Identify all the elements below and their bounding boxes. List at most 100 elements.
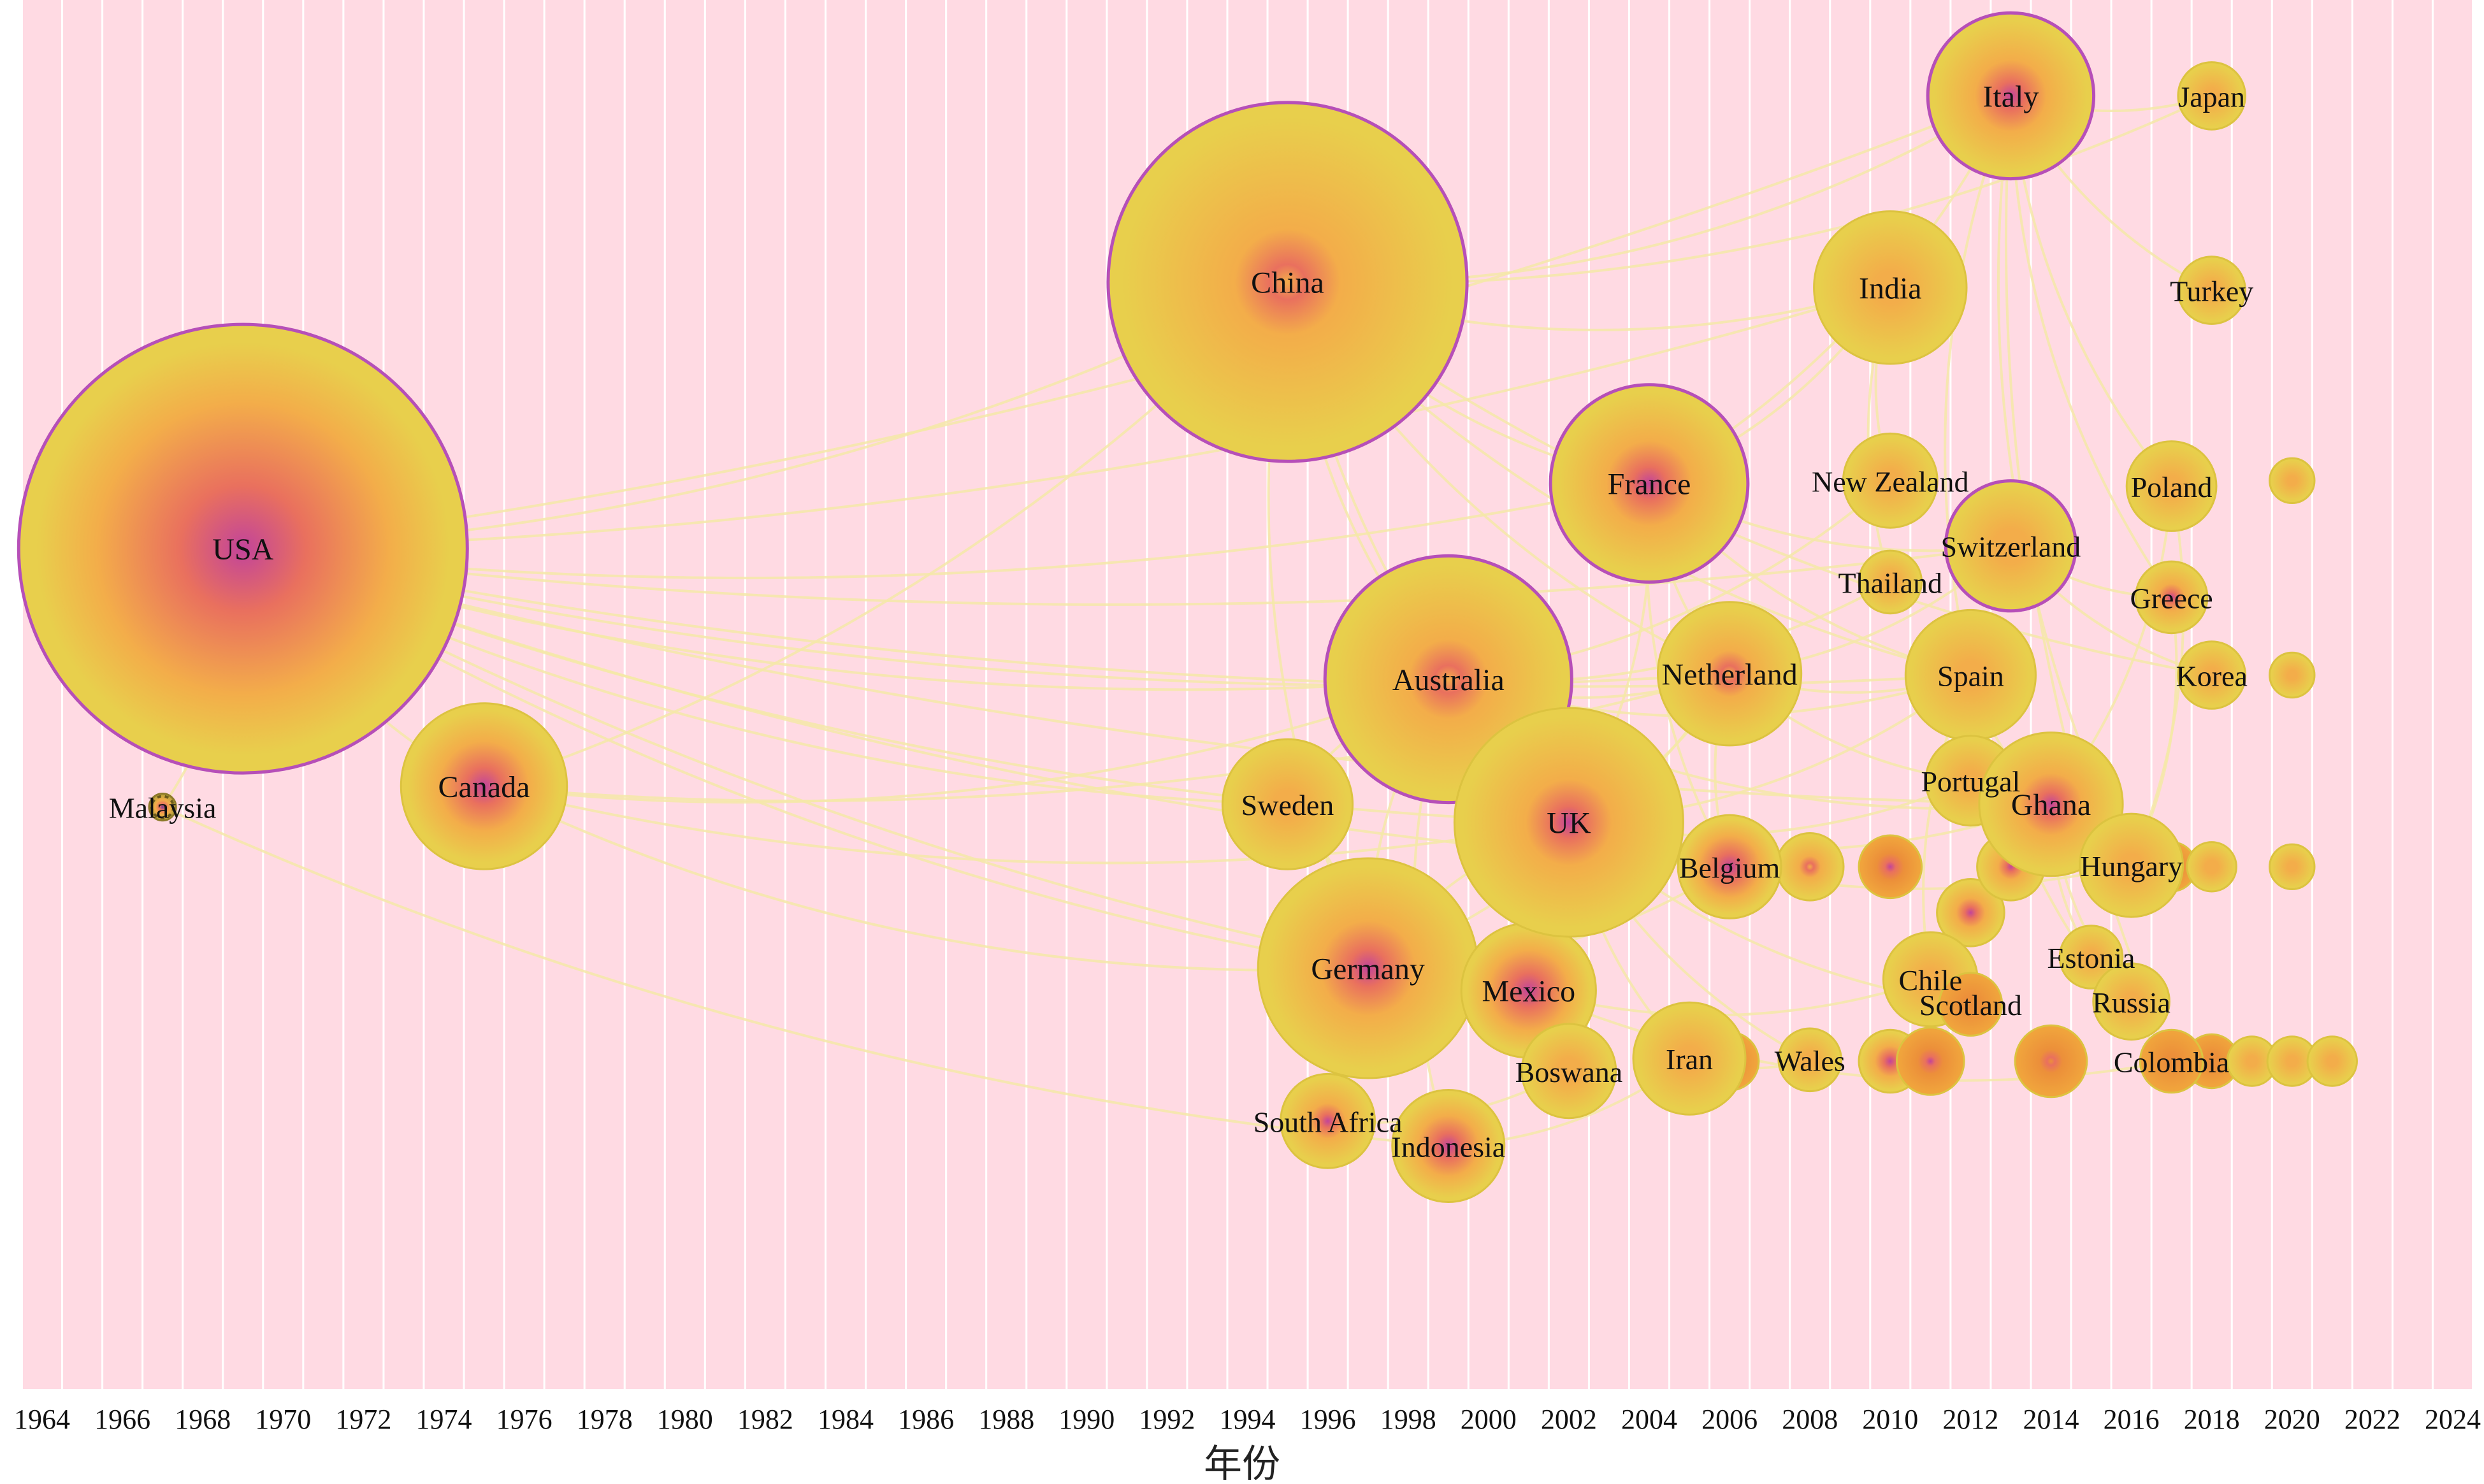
- minor-node: [2186, 841, 2237, 893]
- country-node-new-zealand: [1842, 432, 1939, 529]
- year-stripe: [907, 0, 946, 1389]
- country-node-thailand: [1858, 549, 1923, 615]
- year-stripe: [786, 0, 825, 1389]
- country-node-usa: [17, 322, 469, 775]
- year-tick-label: 1968: [175, 1404, 231, 1435]
- country-node-belgium: [1677, 814, 1782, 919]
- minor-node: [1775, 832, 1845, 902]
- country-node-russia: [2092, 962, 2170, 1041]
- country-node-colombia: [2139, 1028, 2204, 1094]
- year-tick-label: 1984: [818, 1404, 874, 1435]
- country-node-netherland: [1657, 601, 1803, 747]
- minor-node: [2269, 651, 2316, 699]
- year-tick-label: 2002: [1541, 1404, 1597, 1435]
- node-dashed-ring: [150, 795, 175, 819]
- country-label: Portugal: [1921, 765, 2020, 798]
- year-stripe: [465, 0, 503, 1389]
- axis-title: 年份: [1204, 1442, 1280, 1484]
- country-label: Turkey: [2170, 275, 2253, 308]
- year-tick-label: 2020: [2264, 1404, 2320, 1435]
- year-stripe: [625, 0, 664, 1389]
- country-label: Netherland: [1661, 658, 1797, 691]
- year-tick-label: 2010: [1862, 1404, 1918, 1435]
- country-node-uk: [1453, 707, 1684, 938]
- country-node-malaysia: [148, 793, 177, 822]
- country-label: South Africa: [1253, 1106, 1403, 1138]
- country-node-china: [1106, 101, 1469, 463]
- country-node-scotland: [1938, 972, 2004, 1037]
- country-node-boswana: [1520, 1023, 1617, 1120]
- year-tick-label: 1998: [1380, 1404, 1436, 1435]
- year-tick-label: 1986: [898, 1404, 954, 1435]
- year-stripe: [1831, 0, 1870, 1389]
- country-node-iran: [1632, 1001, 1747, 1116]
- country-node-italy: [1926, 11, 2096, 181]
- year-tick-label: 1966: [94, 1404, 150, 1435]
- year-stripe: [827, 0, 865, 1389]
- minor-node: [1896, 1027, 1965, 1096]
- country-label: Japan: [2178, 80, 2245, 113]
- year-tick-label: 1990: [1058, 1404, 1115, 1435]
- minor-node: [2306, 1035, 2358, 1087]
- year-stripe: [1067, 0, 1106, 1389]
- year-tick-label: 2022: [2344, 1404, 2401, 1435]
- country-node-india: [1813, 210, 1968, 365]
- country-label: Estonia: [2047, 942, 2135, 974]
- year-tick-label: 2008: [1782, 1404, 1838, 1435]
- country-label: Sweden: [1241, 789, 1334, 821]
- year-tick-label: 2004: [1621, 1404, 1677, 1435]
- country-node-france: [1549, 383, 1750, 584]
- collaboration-link: [484, 784, 1570, 865]
- country-node-hungary: [2079, 812, 2184, 918]
- year-tick-label: 2000: [1461, 1404, 1517, 1435]
- year-tick-label: 1964: [14, 1404, 70, 1435]
- year-tick-label: 1996: [1300, 1404, 1356, 1435]
- country-label: Indonesia: [1391, 1131, 1505, 1163]
- country-label: Russia: [2092, 986, 2170, 1019]
- country-label: France: [1608, 468, 1691, 501]
- country-label: Malaysia: [109, 792, 217, 825]
- country-label: Canada: [438, 770, 530, 804]
- year-tick-label: 1982: [737, 1404, 793, 1435]
- country-node-korea: [2177, 640, 2246, 710]
- year-axis: 1964 1966 1968 1970 1972 1974 1976 1978 1980 1982…: [14, 1404, 2481, 1435]
- year-stripe: [2434, 0, 2472, 1389]
- country-label: Chile: [1898, 964, 1962, 997]
- country-label: New Zealand: [1812, 465, 1969, 498]
- year-stripe: [2313, 0, 2351, 1389]
- country-label: Ghana: [2011, 788, 2091, 822]
- year-stripe: [947, 0, 986, 1389]
- country-node-turkey: [2177, 256, 2246, 325]
- country-label: Wales: [1775, 1044, 1845, 1077]
- country-node-wales: [1777, 1027, 1842, 1093]
- collaboration-link: [484, 678, 1449, 804]
- year-tick-label: 2018: [2184, 1404, 2240, 1435]
- year-stripe: [545, 0, 584, 1389]
- year-stripe: [746, 0, 784, 1389]
- country-node-indonesia: [1391, 1089, 1506, 1203]
- year-tick-label: 1976: [496, 1404, 552, 1435]
- minor-node: [2014, 1024, 2088, 1099]
- country-node-japan: [2177, 61, 2246, 131]
- country-label: India: [1859, 271, 1922, 305]
- country-label: China: [1251, 266, 1324, 300]
- year-stripe: [1027, 0, 1066, 1389]
- minor-node: [1936, 878, 2005, 947]
- country-label: Italy: [1982, 80, 2039, 113]
- minor-node: [2269, 457, 2316, 504]
- country-label: Thailand: [1838, 566, 1943, 599]
- year-tick-label: 1970: [255, 1404, 311, 1435]
- collaboration-link: [243, 286, 1891, 551]
- year-stripe: [2353, 0, 2392, 1389]
- year-tick-label: 1992: [1139, 1404, 1195, 1435]
- country-label: UK: [1547, 807, 1591, 840]
- collaboration-link: [242, 547, 2051, 806]
- year-tick-label: 1972: [335, 1404, 391, 1435]
- country-label: Switzerland: [1941, 531, 2081, 563]
- collaboration-link: [243, 544, 2011, 606]
- country-label: Australia: [1392, 663, 1505, 697]
- country-node-sweden: [1221, 738, 1354, 870]
- country-nodes: [17, 11, 2358, 1203]
- country-label: Poland: [2131, 471, 2213, 503]
